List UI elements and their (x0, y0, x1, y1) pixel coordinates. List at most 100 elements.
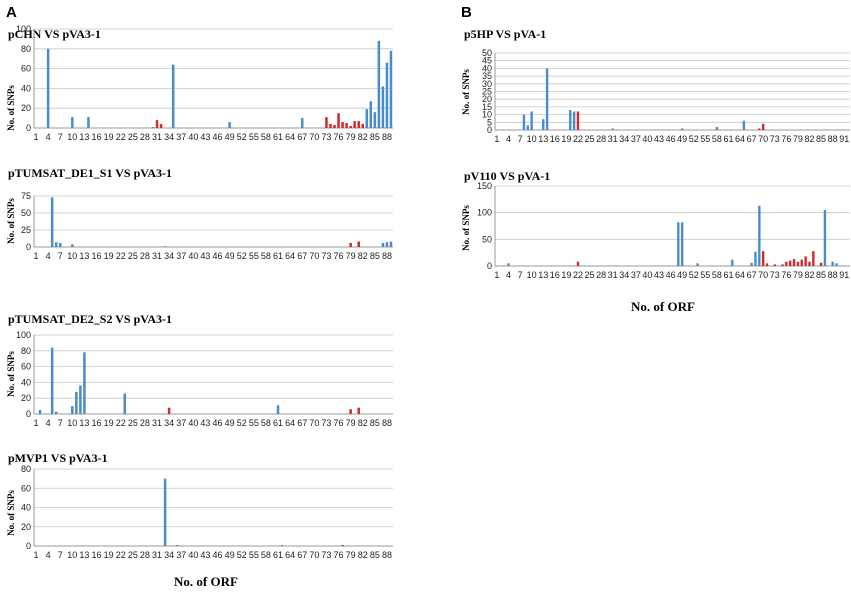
y-tick-label-pdde2-2: 40 (21, 377, 31, 387)
bar-pchn-orf-14 (87, 117, 90, 128)
bar-p5hp-orf-20 (569, 109, 572, 130)
bar-p5hp-orf-10 (530, 111, 533, 130)
x-tick-label-pv110-6: 19 (561, 270, 571, 280)
bar-pdde2-orf-13 (83, 352, 86, 414)
x-tick-label-pdde2-3: 10 (67, 418, 77, 428)
chart-pv110: 0 50 100 150 1 4 7 10 13 16 19 22 25 28 31 34 37 40 43 46 49… (477, 181, 850, 280)
bar-pv110-orf-85 (819, 262, 823, 266)
x-tick-label-pv110-19: 58 (712, 270, 722, 280)
x-tick-label-p5hp-7: 22 (573, 134, 583, 144)
bar-pdde1-orf-79 (349, 242, 352, 247)
x-tick-label-pmvp1-3: 10 (67, 550, 77, 560)
y-tick-label-p5hp-3: 15 (482, 102, 492, 112)
x-tick-label-pmvp1-13: 40 (188, 550, 198, 560)
x-tick-label-pv110-10: 31 (608, 270, 618, 280)
x-tick-label-p5hp-20: 61 (723, 134, 733, 144)
x-tick-label-p5hp-1: 4 (506, 134, 511, 144)
bar-pchn-orf-87 (381, 86, 385, 128)
x-tick-label-pchn-15: 46 (213, 132, 223, 142)
y-tick-label-pchn-1: 20 (21, 103, 31, 113)
bar-pv110-orf-77 (788, 260, 792, 266)
bar-pmvp1-orf-62 (280, 545, 284, 546)
x-tick-label-p5hp-28: 85 (816, 134, 826, 144)
y-tick-label-pmvp1-4: 80 (21, 464, 31, 474)
y-tick-label-p5hp-6: 30 (482, 79, 492, 89)
x-tick-label-pdde2-12: 37 (176, 418, 186, 428)
x-tick-label-p5hp-21: 64 (735, 134, 745, 144)
x-tick-label-pmvp1-9: 28 (140, 550, 150, 560)
x-tick-label-pv110-14: 43 (654, 270, 664, 280)
y-tick-label-pdde1-2: 50 (21, 208, 31, 218)
y-tick-label-pv110-1: 50 (482, 234, 492, 244)
x-tick-label-pdde2-13: 40 (188, 418, 198, 428)
x-tick-label-pchn-29: 88 (382, 132, 392, 142)
bar-pdde2-orf-23 (123, 393, 127, 414)
x-tick-label-pdde2-21: 64 (285, 418, 295, 428)
y-tick-label-pchn-5: 100 (16, 24, 31, 34)
x-tick-label-pchn-24: 73 (321, 132, 331, 142)
x-tick-label-pchn-14: 43 (200, 132, 210, 142)
x-tick-label-p5hp-18: 55 (700, 134, 710, 144)
x-tick-label-pdde2-22: 67 (297, 418, 307, 428)
x-tick-label-pdde1-1: 4 (46, 251, 51, 261)
x-tick-label-pv110-16: 49 (677, 270, 687, 280)
x-tick-label-p5hp-16: 49 (677, 134, 687, 144)
bar-pdde1-orf-7 (58, 242, 62, 247)
x-tick-label-pchn-7: 22 (116, 132, 126, 142)
x-tick-label-pdde2-20: 61 (273, 418, 283, 428)
bar-pchn-orf-80 (353, 121, 356, 128)
x-tick-label-pv110-18: 55 (700, 270, 710, 280)
bar-pdde2-orf-11 (75, 391, 78, 414)
bar-p5hp-orf-31 (611, 128, 614, 130)
x-tick-label-pchn-10: 31 (152, 132, 162, 142)
bar-pv110-orf-62 (731, 259, 734, 266)
x-tick-label-pv110-21: 64 (735, 270, 745, 280)
bar-pchn-orf-67 (300, 118, 304, 128)
x-tick-label-pmvp1-15: 46 (213, 550, 223, 560)
y-tick-label-pv110-3: 150 (477, 181, 492, 191)
bar-pv110-orf-71 (765, 263, 769, 266)
x-tick-label-pmvp1-16: 49 (225, 550, 235, 560)
x-tick-label-pmvp1-14: 43 (200, 550, 210, 560)
y-tick-label-p5hp-10: 50 (482, 48, 492, 58)
bar-pdde2-orf-34 (167, 407, 171, 414)
x-tick-label-pchn-22: 67 (297, 132, 307, 142)
bar-pv110-orf-82 (808, 261, 811, 266)
x-tick-label-pdde1-27: 82 (358, 251, 368, 261)
x-tick-label-pchn-26: 79 (346, 132, 356, 142)
x-tick-label-pdde2-17: 52 (237, 418, 247, 428)
bar-pv110-orf-48 (677, 222, 680, 266)
x-tick-label-pdde2-15: 46 (213, 418, 223, 428)
x-tick-label-p5hp-23: 70 (758, 134, 768, 144)
bar-pchn-orf-81 (357, 121, 360, 128)
x-tick-label-p5hp-22: 67 (747, 134, 757, 144)
x-tick-label-pv110-25: 76 (781, 270, 791, 280)
bar-pdde2-orf-81 (357, 407, 360, 414)
bar-pchn-orf-30 (151, 127, 155, 128)
y-tick-label-pdde1-0: 0 (26, 242, 31, 252)
x-tick-label-pchn-9: 28 (140, 132, 150, 142)
x-tick-label-pchn-8: 25 (128, 132, 138, 142)
bar-p5hp-orf-8 (522, 114, 526, 130)
x-tick-label-pmvp1-7: 22 (116, 550, 126, 560)
x-tick-label-pdde1-18: 55 (249, 251, 259, 261)
x-tick-label-pdde2-0: 1 (34, 418, 39, 428)
x-tick-label-p5hp-25: 76 (781, 134, 791, 144)
y-tick-label-p5hp-2: 10 (482, 110, 492, 120)
x-tick-label-pv110-15: 46 (666, 270, 676, 280)
x-tick-label-pchn-25: 76 (334, 132, 344, 142)
x-tick-label-pv110-27: 82 (804, 270, 814, 280)
x-tick-label-pdde1-17: 52 (237, 251, 247, 261)
bar-pv110-orf-89 (835, 263, 838, 266)
y-axis-label-pchn: No. of SNPs (6, 85, 16, 131)
panel-label-a: A (6, 4, 17, 21)
x-tick-label-pdde1-8: 25 (128, 251, 138, 261)
x-tick-label-pdde2-2: 7 (58, 418, 63, 428)
x-tick-label-pdde2-25: 76 (334, 418, 344, 428)
bar-pdde2-orf-12 (79, 385, 82, 414)
x-tick-label-pdde2-8: 25 (128, 418, 138, 428)
x-tick-label-p5hp-2: 7 (518, 134, 523, 144)
x-tick-label-pmvp1-22: 67 (297, 550, 307, 560)
